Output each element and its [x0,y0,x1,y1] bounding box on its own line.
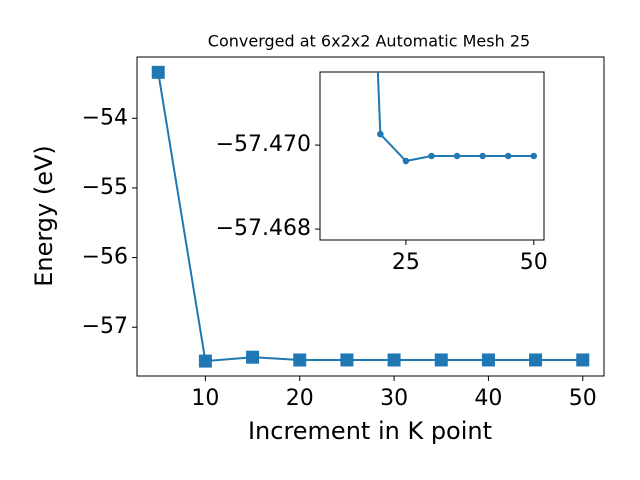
data-point [504,152,512,160]
chart-title: Converged at 6x2x2 Automatic Mesh 25 [208,32,530,51]
data-point [246,350,260,364]
data-point [387,353,401,367]
series-line [157,72,583,363]
data-point [198,354,212,368]
data-point [293,353,307,367]
plot-layer [376,72,538,165]
data-point [377,130,384,138]
data-point [479,152,486,160]
y-tick-label: −56 [82,245,128,270]
y-tick-label: −57.468 [216,216,311,241]
data-point [151,65,165,79]
data-point [530,152,538,160]
x-tick-label: 40 [474,386,502,411]
data-point [576,353,590,367]
y-tick-label: −57 [82,314,128,339]
x-axis-label: Increment in K point [248,417,492,445]
x-tick-label: 50 [520,250,548,275]
x-tick-label: 30 [380,386,408,411]
data-point [428,152,435,160]
data-point [481,353,495,367]
x-tick-label: 25 [392,250,420,275]
x-tick-label: 50 [569,386,597,411]
data-point [402,157,410,165]
y-tick-label: −54 [82,105,128,130]
plot-layer [151,65,590,368]
y-axis-label: Energy (eV) [30,145,58,287]
data-point [340,353,354,367]
data-point [529,353,543,367]
data-point [434,353,448,367]
data-point [453,152,461,160]
series-line [376,72,534,163]
y-tick-label: −55 [82,175,128,200]
x-tick-label: 20 [286,386,314,411]
y-tick-label: −57.470 [216,132,311,157]
x-tick-label: 10 [191,386,219,411]
